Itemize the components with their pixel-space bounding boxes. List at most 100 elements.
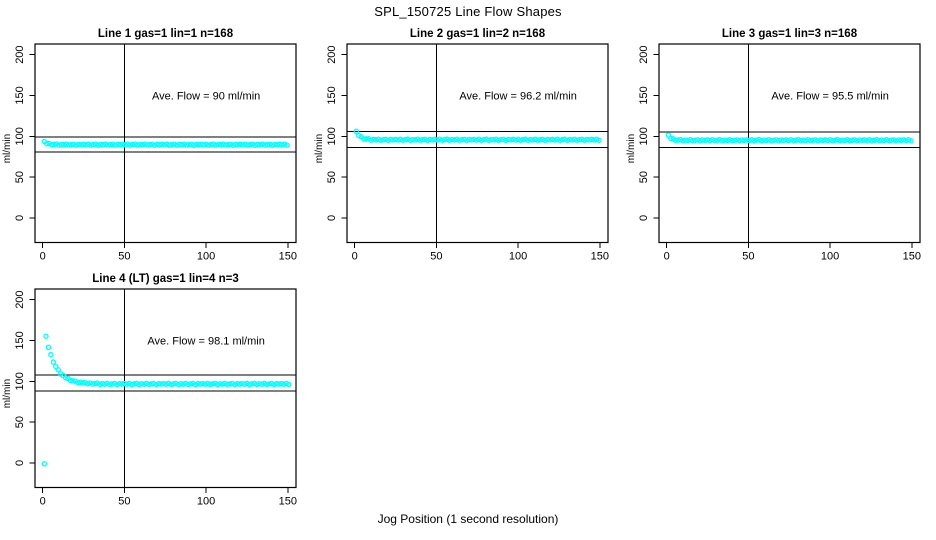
x-tick-label: 0 xyxy=(40,251,46,263)
data-point-marker xyxy=(837,137,843,144)
data-point-marker xyxy=(510,136,516,143)
shared-x-axis-label: Jog Position (1 second resolution) xyxy=(377,512,559,526)
data-point-marker xyxy=(458,136,465,143)
data-point-marker xyxy=(490,137,497,143)
data-point-marker xyxy=(596,137,602,143)
ave-flow-annotation: Ave. Flow = 90 ml/min xyxy=(152,90,260,102)
data-point-marker xyxy=(473,137,480,143)
data-point-marker xyxy=(665,132,672,138)
data-point-marker xyxy=(78,141,84,148)
data-point-marker xyxy=(520,136,526,143)
ave-flow-annotation: Ave. Flow = 98.1 ml/min xyxy=(147,335,264,347)
x-tick-label: 100 xyxy=(197,496,215,508)
data-point-marker xyxy=(159,141,165,148)
data-point-marker xyxy=(427,136,433,143)
data-point-marker xyxy=(271,381,277,388)
data-point-marker xyxy=(77,379,84,385)
data-point-marker xyxy=(896,137,902,143)
data-point-marker xyxy=(846,137,853,144)
y-axis-unit-label: ml/min xyxy=(626,134,637,163)
data-point-marker xyxy=(92,380,98,387)
data-point-marker xyxy=(547,137,553,143)
data-point-marker xyxy=(387,136,394,143)
data-point-marker xyxy=(586,137,592,143)
y-tick-label: 100 xyxy=(14,372,26,390)
y-tick-label: 200 xyxy=(14,45,26,63)
data-point-marker xyxy=(876,137,882,144)
data-point-marker xyxy=(273,380,280,387)
data-point-marker xyxy=(89,381,96,387)
data-point-marker xyxy=(180,381,186,387)
data-point-marker xyxy=(424,137,431,144)
subplot-line-4: Line 4 (LT) gas=1 lin=4 n=3 0 50 100 150 0 50 1… xyxy=(0,270,312,515)
data-point-marker xyxy=(817,137,824,143)
data-point-marker xyxy=(58,141,65,148)
data-point-marker xyxy=(699,137,706,143)
data-point-marker xyxy=(495,137,502,143)
data-point-marker xyxy=(178,381,184,387)
data-point-marker xyxy=(73,142,79,148)
data-point-marker xyxy=(207,381,213,388)
data-point-marker xyxy=(478,137,485,143)
data-point-marker xyxy=(697,138,703,144)
data-point-marker xyxy=(276,141,283,148)
y-tick-label: 0 xyxy=(326,215,338,221)
data-point-marker xyxy=(263,381,270,388)
data-point-marker xyxy=(815,138,821,144)
data-point-marker xyxy=(262,142,268,148)
data-point-marker xyxy=(209,381,216,387)
data-point-marker xyxy=(402,136,409,143)
data-point-marker xyxy=(148,381,155,387)
data-point-marker xyxy=(503,137,509,144)
data-point-marker xyxy=(129,141,136,148)
data-point-marker xyxy=(67,377,74,384)
data-point-marker xyxy=(780,137,787,144)
data-point-marker xyxy=(200,142,207,148)
data-point-marker xyxy=(90,141,97,148)
y-tick-label: 150 xyxy=(326,86,338,104)
data-point-marker xyxy=(672,137,679,144)
data-point-marker xyxy=(186,141,192,148)
data-point-marker xyxy=(797,137,804,144)
data-point-marker xyxy=(196,141,202,148)
y-tick-label: 0 xyxy=(638,215,650,221)
data-point-marker xyxy=(105,142,111,148)
data-point-marker xyxy=(272,141,278,148)
data-point-marker xyxy=(97,381,103,387)
data-point-marker xyxy=(208,141,214,148)
y-tick-label: 200 xyxy=(14,290,26,308)
data-point-marker xyxy=(746,137,752,144)
data-point-marker xyxy=(66,142,72,148)
data-point-marker xyxy=(131,381,137,387)
data-point-marker xyxy=(53,363,59,370)
data-point-marker xyxy=(527,136,534,143)
data-point-marker xyxy=(241,381,248,387)
y-tick-label: 150 xyxy=(638,86,650,104)
data-point-marker xyxy=(245,142,251,148)
x-tick-label: 100 xyxy=(197,251,215,263)
data-point-marker xyxy=(481,136,487,143)
data-point-marker xyxy=(198,141,204,148)
data-point-marker xyxy=(234,380,240,387)
data-point-marker xyxy=(146,141,153,148)
data-point-marker xyxy=(95,142,101,148)
data-point-marker xyxy=(235,141,241,148)
subplot-line-3: Line 3 gas=1 lin=3 n=168 0 50 100 150 0 50 100 1… xyxy=(624,25,936,270)
x-tick-label: 0 xyxy=(40,496,46,508)
data-point-marker xyxy=(739,137,745,143)
data-point-marker xyxy=(898,137,904,144)
data-point-marker xyxy=(775,138,782,144)
data-point-marker xyxy=(856,137,863,143)
x-tick-label: 50 xyxy=(742,251,754,263)
data-point-marker xyxy=(83,142,89,148)
data-point-marker xyxy=(169,141,175,148)
data-point-marker xyxy=(400,137,406,143)
data-point-marker xyxy=(544,136,551,143)
data-point-marker xyxy=(434,137,440,143)
data-point-marker xyxy=(534,137,541,143)
data-point-marker xyxy=(122,142,128,148)
data-point-marker xyxy=(675,137,681,143)
data-point-marker xyxy=(552,137,558,143)
y-tick-label: 100 xyxy=(638,127,650,145)
y-axis-unit-label: ml/min xyxy=(314,134,325,163)
